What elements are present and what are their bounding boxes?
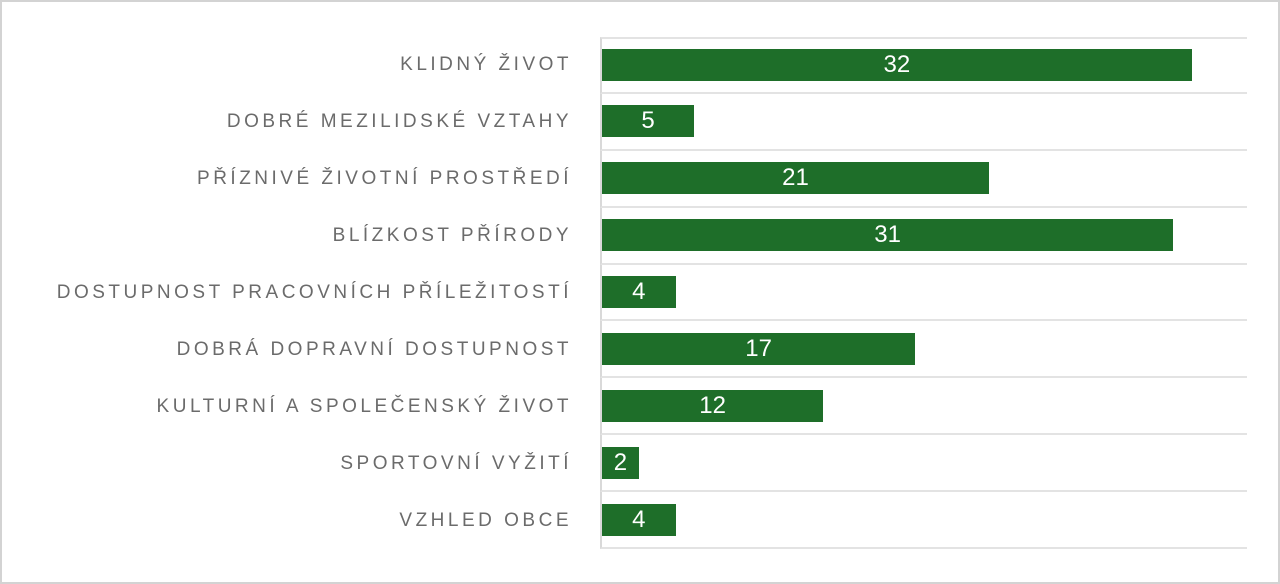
- category-label: DOBRÉ MEZILIDSKÉ VZTAHY: [226, 111, 572, 133]
- plot-cell: 2: [600, 435, 1247, 493]
- chart-row: PŘÍZNIVÉ ŽIVOTNÍ PROSTŘEDÍ 21: [2, 150, 1247, 208]
- chart-row: DOBRÁ DOPRAVNÍ DOSTUPNOST 17: [2, 321, 1247, 379]
- bar-value-label: 32: [883, 51, 911, 79]
- category-label: DOSTUPNOST PRACOVNÍCH PŘÍLEŽITOSTÍ: [56, 282, 572, 303]
- bar-value-label: 12: [699, 391, 726, 419]
- bar-value-label: 17: [745, 334, 772, 362]
- chart-row: VZHLED OBCE 4: [2, 492, 1247, 550]
- category-label: DOBRÁ DOPRAVNÍ DOSTUPNOST: [176, 338, 572, 360]
- bar: 4: [602, 276, 676, 308]
- bar-value-label: 4: [632, 278, 646, 305]
- bar: 32: [602, 49, 1192, 82]
- chart-row: SPORTOVNÍ VYŽITÍ 2: [2, 435, 1247, 493]
- chart-row: BLÍZKOST PŘÍRODY 31: [2, 207, 1247, 265]
- plot-cell: 32: [600, 37, 1247, 94]
- bar-value-label: 31: [874, 221, 901, 249]
- chart-row: DOSTUPNOST PRACOVNÍCH PŘÍLEŽITOSTÍ 4: [2, 264, 1247, 322]
- plot-cell: 5: [600, 93, 1247, 151]
- bar: 12: [602, 389, 824, 422]
- plot-cell: 21: [600, 150, 1247, 208]
- category-label: KULTURNÍ A SPOLEČENSKÝ ŽIVOT: [156, 395, 572, 417]
- bar-value-label: 4: [632, 505, 646, 533]
- plot-cell: 17: [600, 321, 1247, 379]
- category-label: BLÍZKOST PŘÍRODY: [332, 225, 572, 247]
- category-label: SPORTOVNÍ VYŽITÍ: [340, 452, 572, 474]
- plot-cell: 12: [600, 378, 1247, 436]
- plot-cell: 31: [600, 207, 1247, 265]
- bar: 2: [602, 446, 639, 479]
- category-label: VZHLED OBCE: [399, 509, 572, 531]
- category-label: PŘÍZNIVÉ ŽIVOTNÍ PROSTŘEDÍ: [197, 168, 572, 190]
- plot-cell: 4: [600, 492, 1247, 550]
- bar: 5: [602, 105, 695, 138]
- bar-value-label: 2: [613, 448, 628, 476]
- bar-value-label: 21: [782, 164, 809, 192]
- plot-cell: 4: [600, 264, 1247, 322]
- chart-row: DOBRÉ MEZILIDSKÉ VZTAHY 5: [2, 93, 1247, 151]
- chart-row: KLIDNÝ ŽIVOT 32: [2, 37, 1247, 94]
- category-label: KLIDNÝ ŽIVOT: [400, 54, 572, 76]
- bar-value-label: 5: [641, 107, 655, 135]
- horizontal-bar-chart: KLIDNÝ ŽIVOT 32 DOBRÉ MEZILIDSKÉ VZTAHY 5 PŘ…: [2, 37, 1247, 550]
- bar: 21: [602, 162, 989, 195]
- chart-row: KULTURNÍ A SPOLEČENSKÝ ŽIVOT 12: [2, 378, 1247, 436]
- bar: 17: [602, 332, 916, 365]
- bar: 4: [602, 503, 676, 536]
- bar: 31: [602, 219, 1174, 252]
